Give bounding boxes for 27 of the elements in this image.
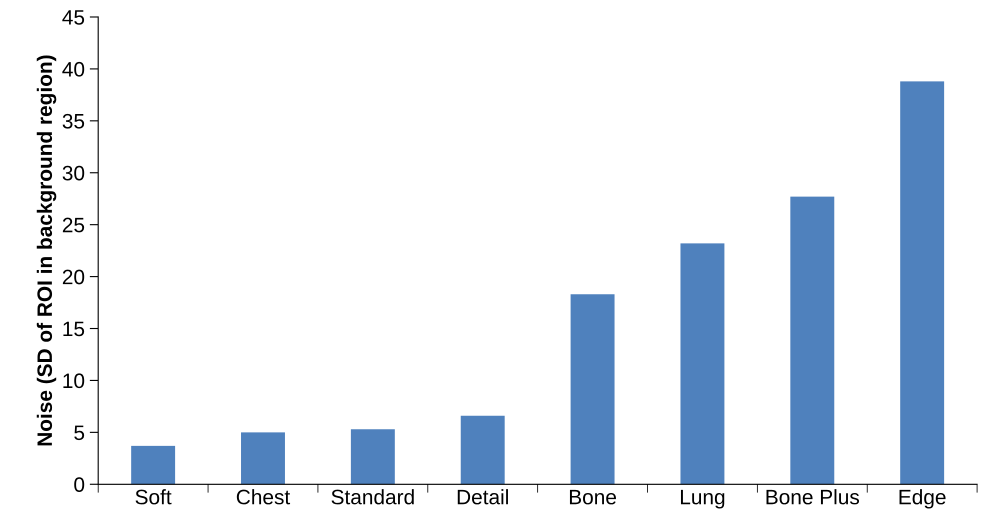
bar: [680, 243, 724, 484]
y-tick-label: 35: [62, 114, 84, 129]
bar: [241, 432, 285, 484]
x-tick-label: Lung: [680, 490, 724, 509]
y-tick-label: 15: [63, 322, 84, 336]
y-tick-label: 40: [62, 62, 84, 77]
bar: [570, 294, 615, 484]
y-tick-label: 10: [63, 373, 84, 388]
bar: [460, 416, 505, 484]
bar: [131, 446, 176, 484]
y-axis-title: Noise (SD of ROI in background region): [36, 55, 56, 446]
y-tick-label: 5: [74, 426, 84, 440]
y-tick-label: 0: [74, 477, 84, 492]
bar: [350, 429, 395, 484]
x-tick-label: Soft: [136, 489, 172, 504]
x-tick-label: Detail: [458, 489, 508, 504]
x-tick-label: Bone: [570, 490, 616, 504]
x-tick-label: Standard: [332, 489, 414, 504]
y-tick-label: 25: [62, 218, 84, 232]
bar: [790, 196, 834, 484]
x-tick-label: Bone Plus: [766, 489, 860, 504]
y-tick-label: 30: [62, 166, 84, 181]
y-tick-label: 45: [62, 10, 84, 25]
bar: [900, 81, 944, 484]
x-tick-label: Chest: [236, 489, 290, 504]
x-tick-label: Edge: [900, 489, 946, 509]
y-tick-label: 20: [62, 270, 84, 284]
